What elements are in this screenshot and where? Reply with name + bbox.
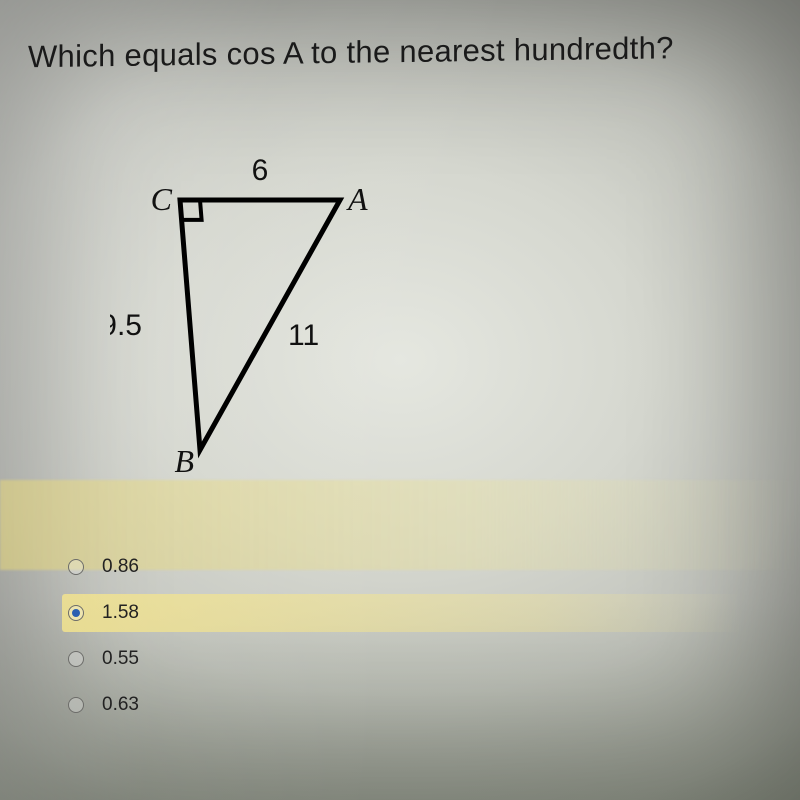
radio-icon[interactable] (68, 651, 84, 667)
option-label: 1.58 (102, 602, 139, 624)
screen-area: Which equals cos A to the nearest hundre… (0, 0, 800, 800)
vertex-a-label: A (346, 181, 368, 217)
triangle-svg: 6 9.5 11 C A B (110, 150, 430, 490)
option-label: 0.63 (102, 694, 139, 716)
right-angle-icon (182, 200, 202, 220)
vertex-b-label: B (174, 443, 194, 479)
option-label: 0.86 (102, 556, 139, 578)
question-text: Which equals cos A to the nearest hundre… (28, 29, 780, 76)
option-2[interactable]: 0.55 (62, 640, 742, 678)
option-3[interactable]: 0.63 (62, 686, 742, 724)
radio-icon[interactable] (68, 559, 84, 575)
side-cb-label: 9.5 (110, 309, 142, 342)
vertex-c-label: C (151, 181, 173, 217)
triangle-figure: 6 9.5 11 C A B (110, 150, 430, 490)
side-ab-label: 11 (288, 319, 319, 352)
radio-icon[interactable] (68, 605, 84, 621)
option-0[interactable]: 0.86 (62, 548, 742, 586)
side-ca-label: 6 (252, 154, 269, 187)
option-1[interactable]: 1.58 (62, 594, 742, 632)
radio-icon[interactable] (68, 697, 84, 713)
option-label: 0.55 (102, 648, 139, 670)
options-list: 0.86 1.58 0.55 0.63 (62, 548, 742, 732)
